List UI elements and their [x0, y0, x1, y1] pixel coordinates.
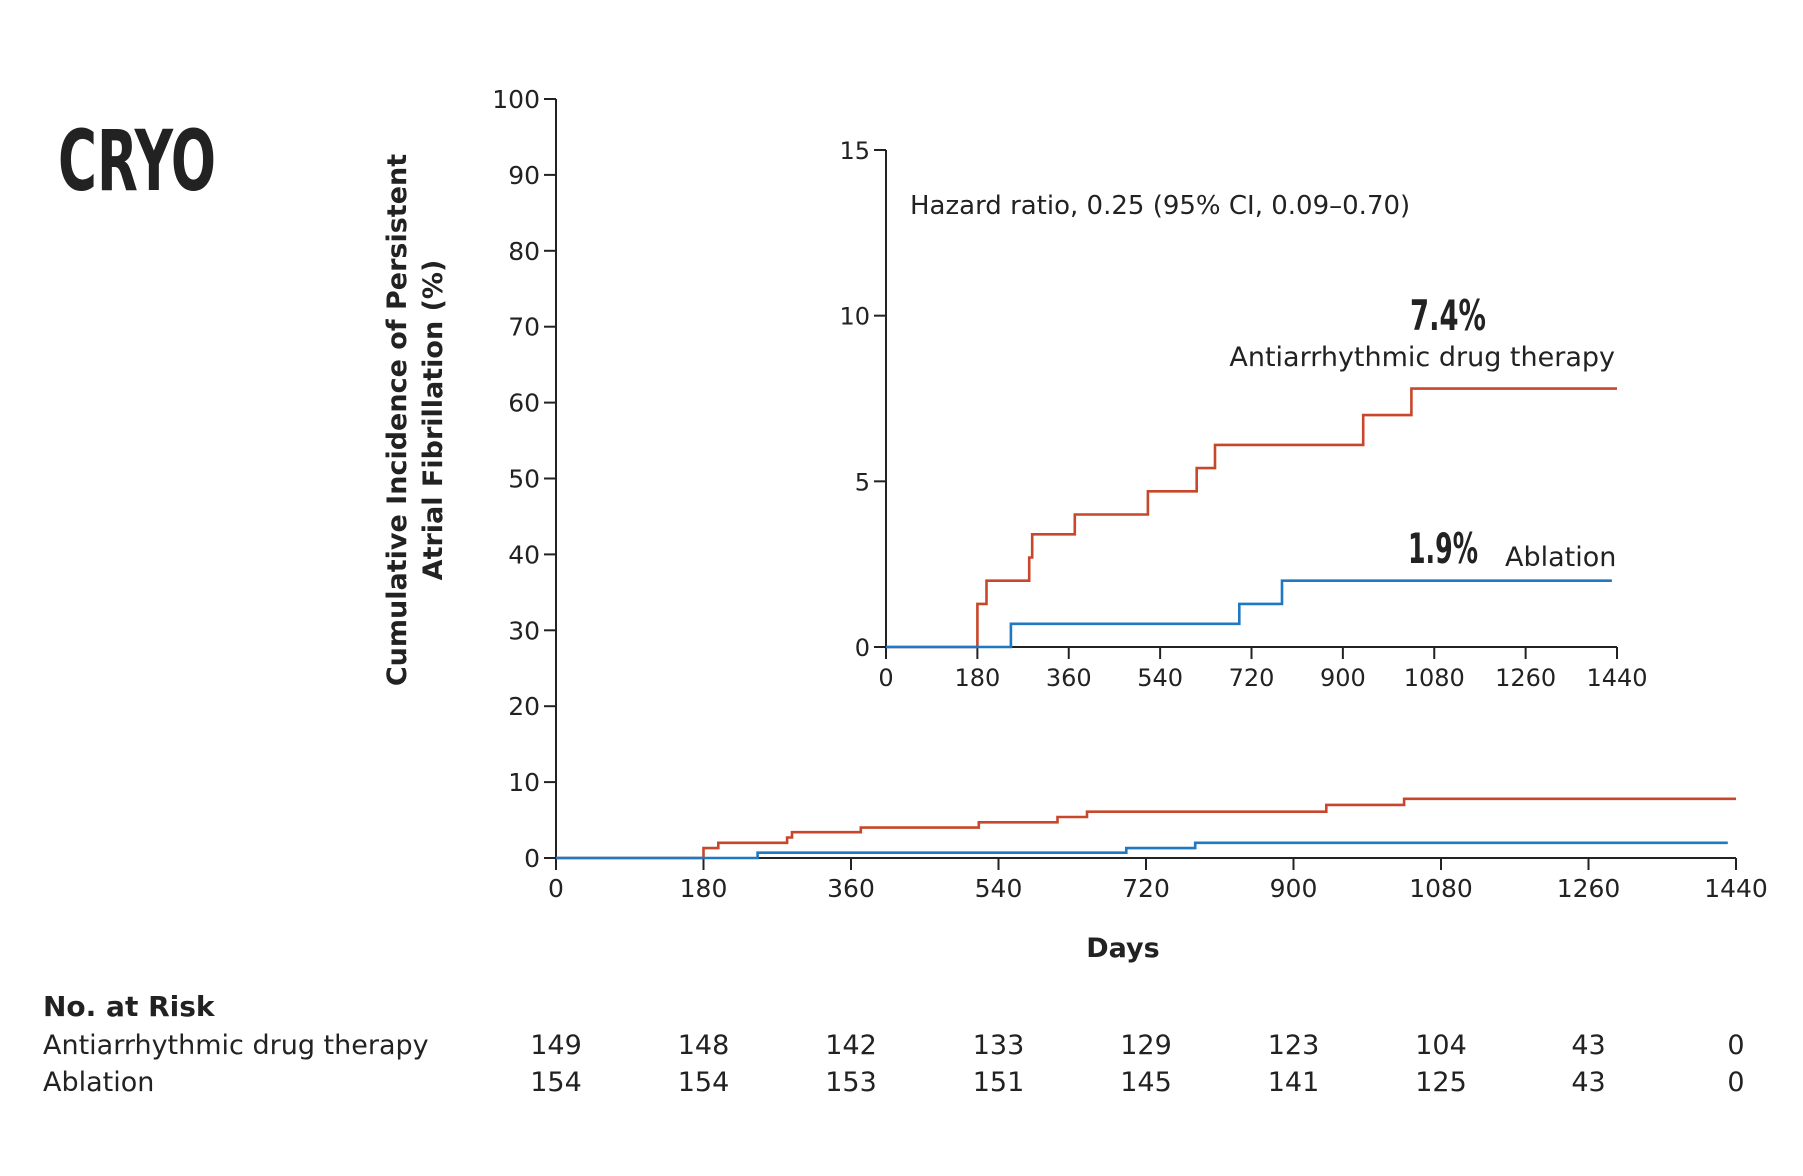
- main-y-tick-label: 30: [508, 616, 540, 645]
- risk-value-drug: 43: [1571, 1030, 1605, 1061]
- inset-y-tick-label: 10: [839, 303, 870, 331]
- main-series-lines: [556, 797, 1736, 860]
- inset-x-tick-label: 900: [1320, 664, 1366, 692]
- inset-x-tick-label: 720: [1229, 664, 1275, 692]
- risk-value-ablation: 0: [1727, 1067, 1744, 1098]
- risk-value-ablation: 153: [825, 1067, 877, 1098]
- main-x-tick-label: 540: [975, 874, 1023, 903]
- cryo-logo: CRYO: [58, 112, 216, 210]
- risk-value-drug: 104: [1415, 1030, 1467, 1061]
- inset-x-tick-label: 540: [1137, 664, 1183, 692]
- main-y-tick-label: 60: [508, 389, 540, 418]
- main-y-tick-label: 100: [492, 85, 540, 114]
- main-x-tick-label: 180: [680, 874, 728, 903]
- risk-value-drug: 133: [973, 1030, 1025, 1061]
- risk-value-ablation: 154: [530, 1067, 582, 1098]
- main-x-tick-label: 900: [1270, 874, 1318, 903]
- risk-table-values: 149 148 142 133 129 123 104 43 0 154 154 153 151 145 1…: [530, 1030, 1744, 1098]
- risk-value-ablation: 141: [1268, 1067, 1320, 1098]
- main-series-line-ablation: [556, 841, 1728, 860]
- inset-y-tick-label: 5: [855, 468, 870, 496]
- risk-value-drug: 123: [1268, 1030, 1320, 1061]
- inset-series-line-ablation: [886, 579, 1612, 649]
- ablation-final-percent-label: 1.9%: [1408, 524, 1478, 573]
- risk-value-drug: 142: [825, 1030, 877, 1061]
- main-x-tick-label: 720: [1122, 874, 1170, 903]
- inset-x-tick-label: 360: [1046, 664, 1092, 692]
- risk-value-ablation: 151: [973, 1067, 1025, 1098]
- inset-x-tick-label: 1260: [1495, 664, 1556, 692]
- risk-table-heading: No. at Risk: [43, 990, 216, 1023]
- risk-value-ablation: 154: [678, 1067, 730, 1098]
- main-y-tick-label: 20: [508, 692, 540, 721]
- main-x-tick-label: 360: [827, 874, 875, 903]
- main-y-axis-title-line-2: Atrial Fibrillation (%): [418, 260, 449, 581]
- risk-value-drug: 149: [530, 1030, 582, 1061]
- main-y-tick-label: 90: [508, 161, 540, 190]
- risk-value-ablation: 125: [1415, 1067, 1467, 1098]
- main-y-tick-label: 10: [508, 768, 540, 797]
- risk-value-ablation: 43: [1571, 1067, 1605, 1098]
- inset-series-lines: [886, 387, 1617, 649]
- main-y-axis-title: Cumulative Incidence of Persistent Atria…: [382, 154, 449, 686]
- main-x-tick-label: 1440: [1704, 874, 1768, 903]
- inset-x-tick-label: 1080: [1404, 664, 1465, 692]
- inset-x-tick-label: 0: [878, 664, 893, 692]
- risk-value-drug: 129: [1120, 1030, 1172, 1061]
- main-x-axis-title: Days: [1086, 933, 1159, 964]
- inset-x-tick-label: 180: [954, 664, 1000, 692]
- main-x-tick-label: 0: [548, 874, 564, 903]
- main-y-tick-label: 80: [508, 237, 540, 266]
- risk-value-drug: 0: [1727, 1030, 1744, 1061]
- main-y-tick-label: 50: [508, 465, 540, 494]
- inset-y-tick-label: 15: [839, 137, 870, 165]
- main-x-tick-label: 1260: [1557, 874, 1621, 903]
- inset-axes: 0 5 10 15 0 180 360 540 720 900 1080 1260 1440: [839, 137, 1647, 692]
- ablation-series-label: Ablation: [1505, 542, 1616, 573]
- main-series-line-drug: [556, 797, 1736, 860]
- risk-row-label-drug: Antiarrhythmic drug therapy: [43, 1030, 429, 1061]
- hazard-ratio-annotation: Hazard ratio, 0.25 (95% CI, 0.09–0.70): [910, 191, 1410, 221]
- inset-x-tick-label: 1440: [1586, 664, 1647, 692]
- main-y-tick-label: 40: [508, 540, 540, 569]
- risk-value-ablation: 145: [1120, 1067, 1172, 1098]
- inset-y-tick-label: 0: [855, 634, 870, 662]
- risk-row-label-ablation: Ablation: [43, 1067, 154, 1098]
- main-y-tick-label: 70: [508, 313, 540, 342]
- drug-series-label: Antiarrhythmic drug therapy: [1229, 342, 1615, 373]
- risk-value-drug: 148: [678, 1030, 730, 1061]
- main-y-tick-label: 0: [524, 844, 540, 873]
- inset-series-line-drug: [886, 387, 1617, 649]
- main-y-axis-title-line-1: Cumulative Incidence of Persistent: [382, 154, 413, 686]
- main-x-tick-label: 1080: [1409, 874, 1473, 903]
- drug-final-percent-label: 7.4%: [1410, 291, 1486, 340]
